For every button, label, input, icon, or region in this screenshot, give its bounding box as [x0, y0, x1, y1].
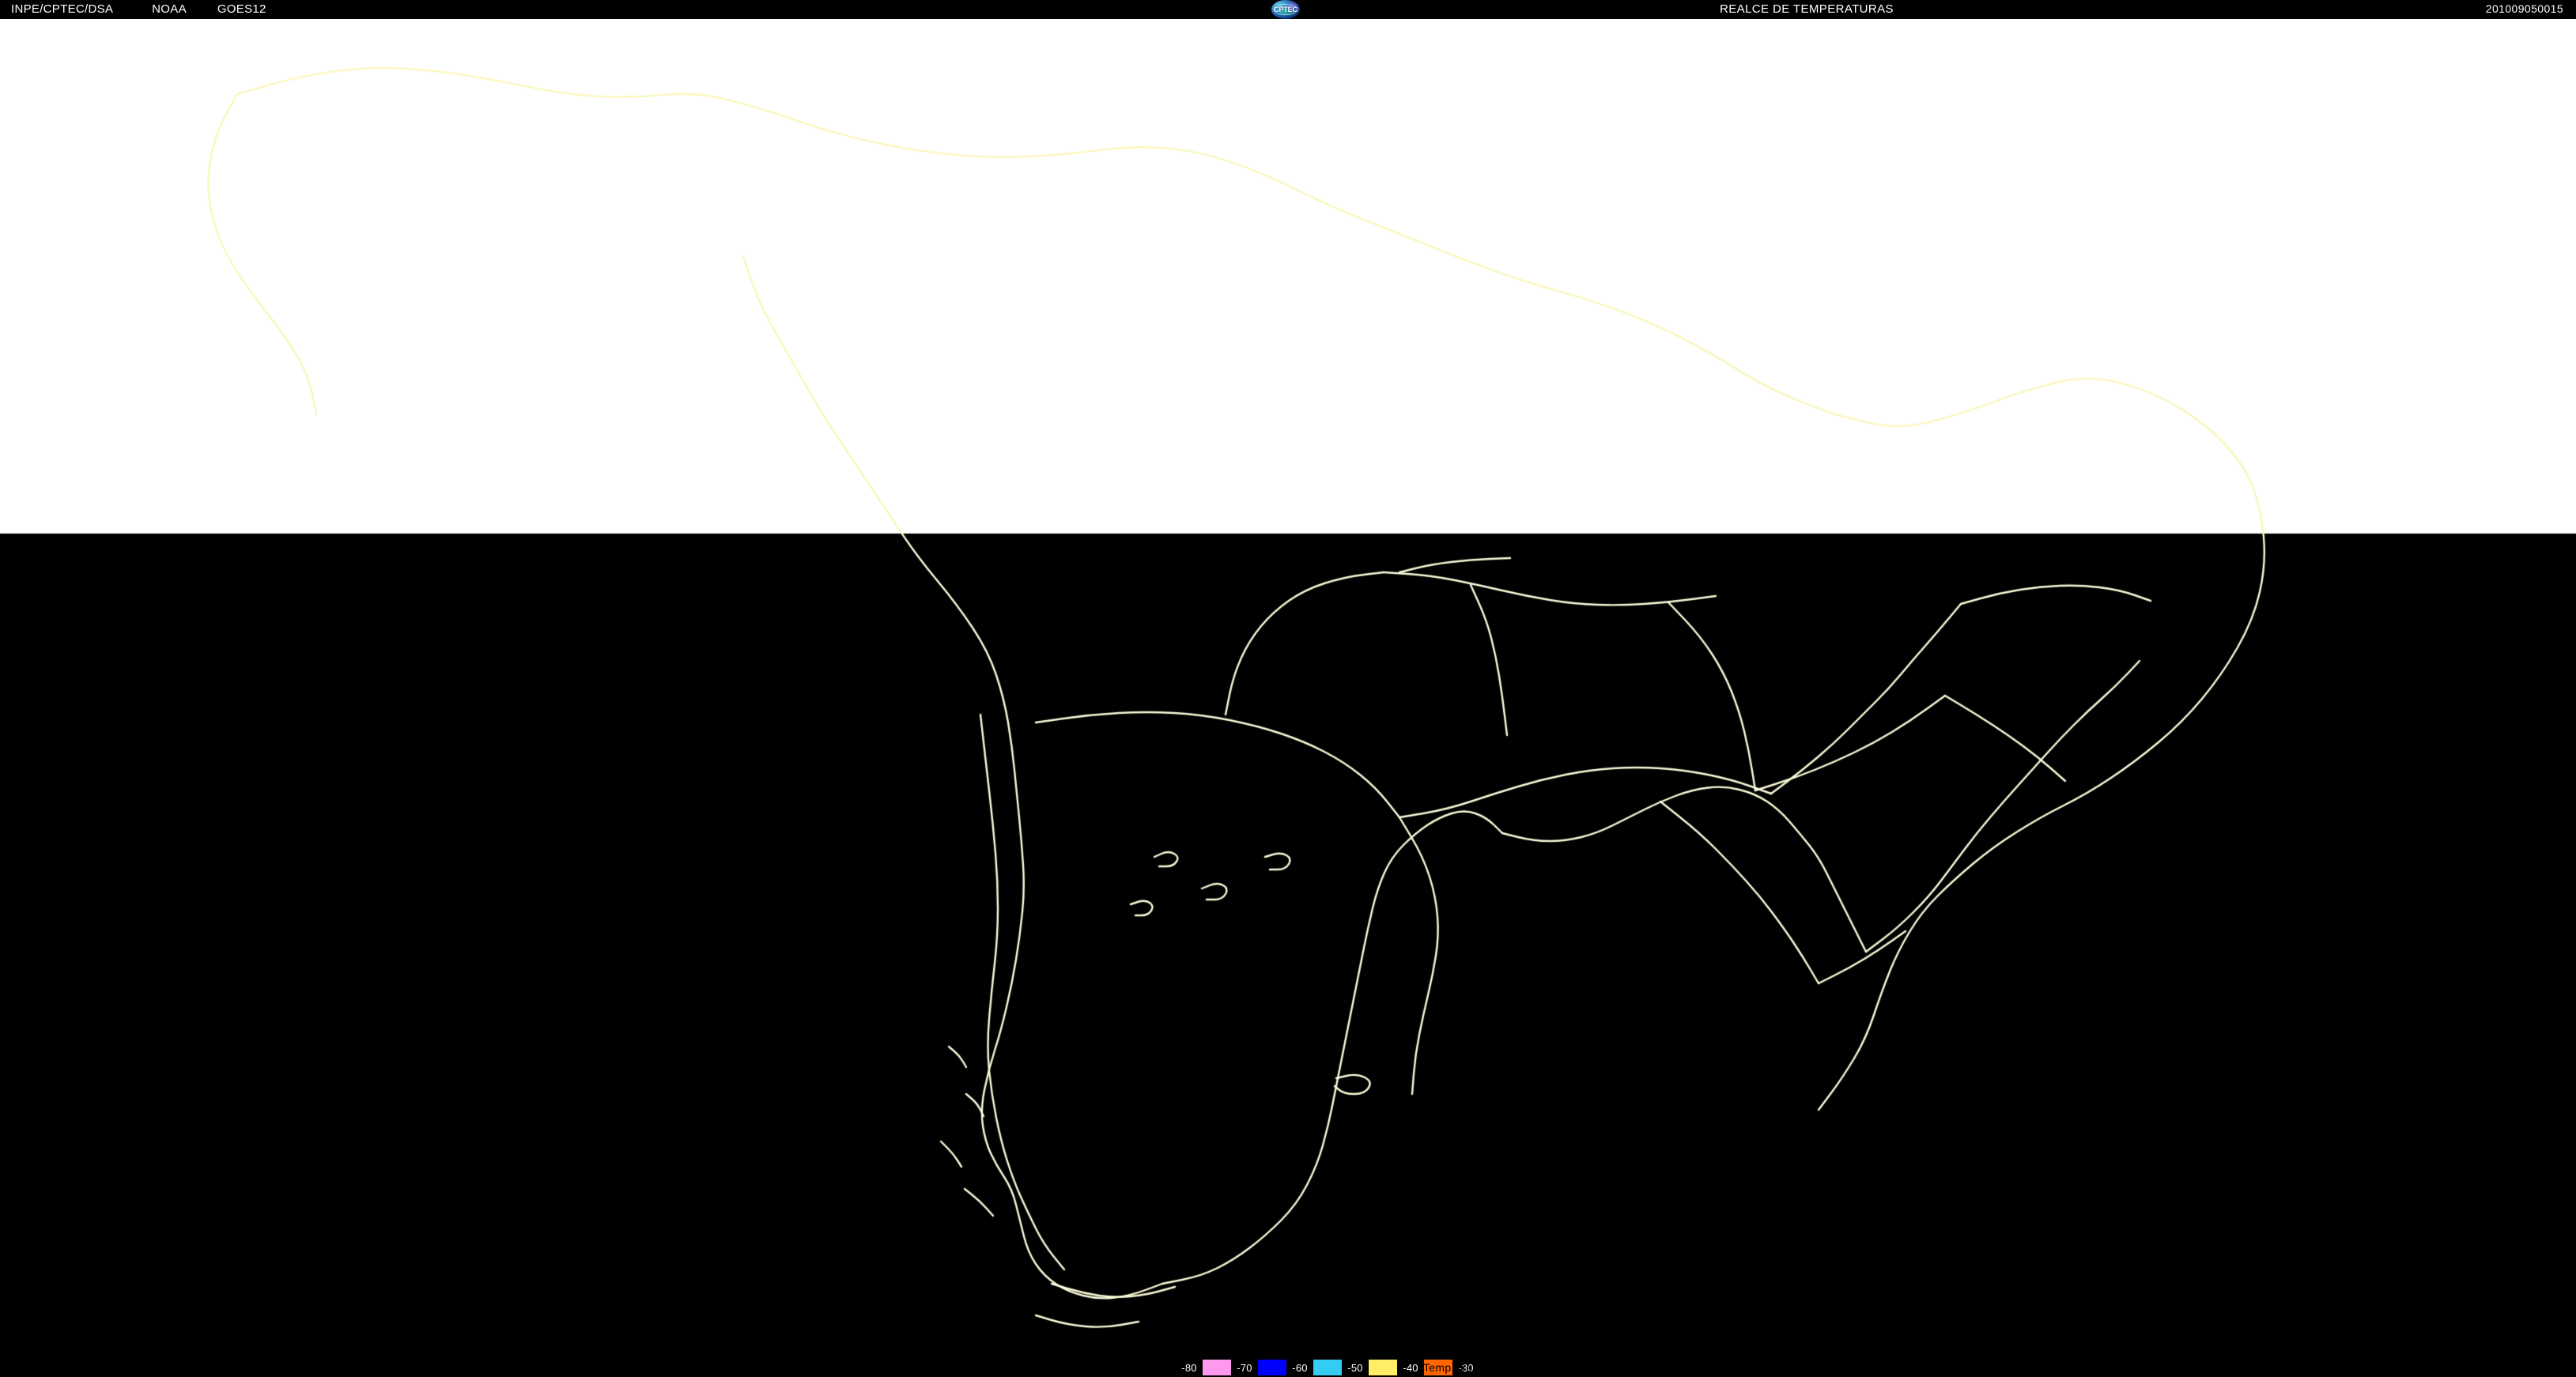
legend-tick-minus70: -70	[1231, 1360, 1258, 1375]
temperature-colorbar-legend: -80 -70 -60 -50 -40 -30	[1176, 1360, 1479, 1375]
satellite-image-canvas	[0, 19, 2576, 1377]
legend-cyan-swatch	[1313, 1360, 1342, 1375]
header-agency: NOAA	[152, 2, 187, 16]
legend-tick-minus40: -40	[1397, 1360, 1424, 1375]
satellite-image-view	[0, 19, 2576, 1377]
logo-ring	[1273, 4, 1298, 15]
legend-tick-minus80: -80	[1176, 1360, 1203, 1375]
header-institution: INPE/CPTEC/DSA	[11, 2, 114, 16]
legend-tick-minus60: -60	[1286, 1360, 1313, 1375]
header-source-info: INPE/CPTEC/DSA NOAA GOES12	[11, 2, 266, 16]
legend-violet-swatch	[1203, 1360, 1231, 1375]
legend-orange-swatch	[1424, 1360, 1452, 1375]
legend-yellow-swatch	[1369, 1360, 1397, 1375]
logo-label: CPTEC	[1274, 6, 1297, 13]
image-timestamp: 201009050015	[2485, 2, 2563, 15]
header-satellite: GOES12	[217, 2, 266, 16]
legend-tick-minus30: -30	[1452, 1360, 1479, 1375]
cptec-logo-icon: CPTEC	[1271, 0, 1300, 19]
legend-tick-minus50: -50	[1342, 1360, 1369, 1375]
legend-blue-swatch	[1258, 1360, 1286, 1375]
product-title: REALCE DE TEMPERATURAS	[1720, 2, 1894, 16]
header-bar: INPE/CPTEC/DSA NOAA GOES12 CPTEC REALCE …	[0, 0, 2576, 19]
legend-units-label: Temp. Celsius	[1423, 1361, 1496, 1374]
